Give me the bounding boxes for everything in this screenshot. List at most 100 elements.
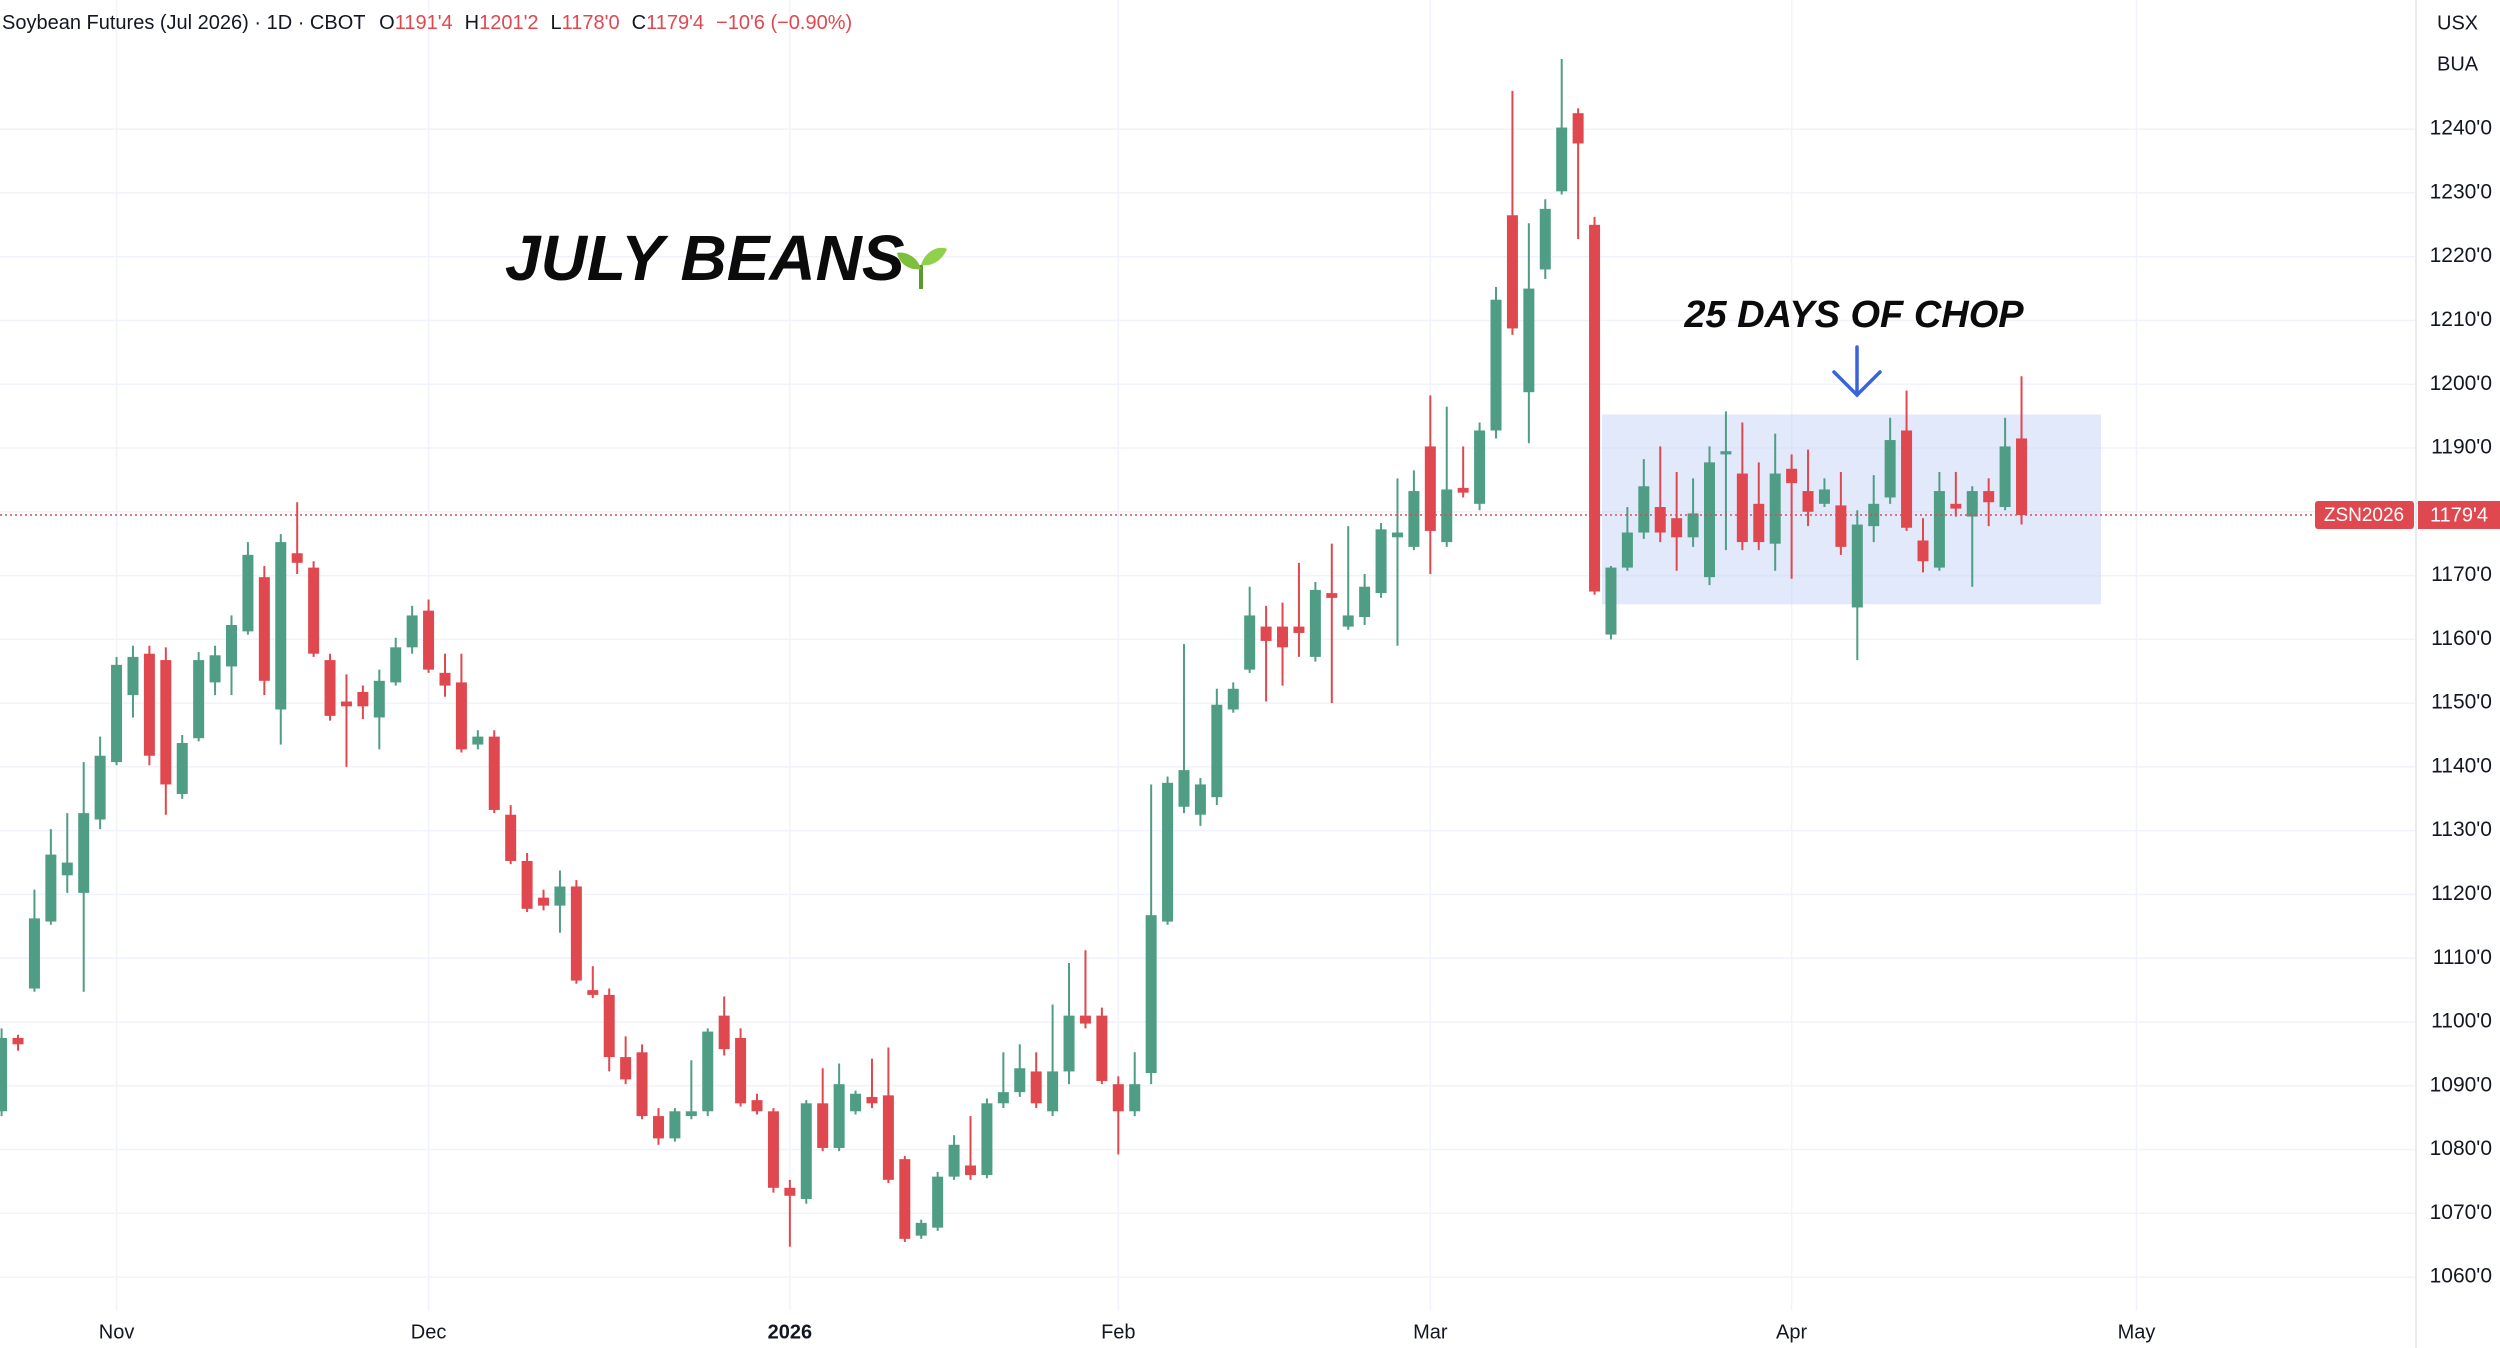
- candle-body: [767, 1111, 779, 1188]
- candle-body: [1211, 704, 1223, 798]
- candle-body: [1736, 473, 1748, 543]
- y-tick-label: 1110'0: [2433, 946, 2492, 969]
- price-tag-label: 1179'4: [2430, 504, 2488, 526]
- candle-body: [1112, 1084, 1124, 1112]
- unit-button[interactable]: USX: [2437, 12, 2478, 34]
- candle-body: [1260, 626, 1272, 641]
- candle-body: [160, 660, 172, 785]
- legend-key: O: [379, 12, 395, 34]
- y-tick-label: 1240'0: [2430, 117, 2492, 140]
- candle-body: [94, 755, 106, 820]
- candle-body: [1638, 486, 1650, 533]
- candle-body: [1917, 540, 1929, 562]
- candle-body: [1589, 224, 1601, 592]
- y-tick-label: 1190'0: [2431, 436, 2492, 459]
- candle-body: [1293, 626, 1305, 633]
- candle-body: [226, 625, 238, 667]
- x-tick-label: 2026: [768, 1321, 813, 1343]
- candle-body: [1868, 503, 1880, 527]
- candle-body: [800, 1103, 812, 1199]
- candle-body: [702, 1031, 714, 1112]
- candle-body: [1457, 487, 1469, 493]
- header-legend: Soybean Futures (Jul 2026) · 1D · CBOT O1…: [2, 12, 852, 34]
- candle-body: [1030, 1071, 1042, 1104]
- candle-body: [275, 542, 287, 710]
- x-tick-label: May: [2118, 1321, 2156, 1343]
- arrow: [1832, 345, 1882, 398]
- candle-body: [505, 814, 517, 861]
- y-tick-label: 1080'0: [2430, 1137, 2492, 1160]
- candle-body: [1326, 593, 1338, 598]
- candle-body: [620, 1057, 632, 1080]
- candle-body: [1933, 491, 1945, 568]
- candle-body: [603, 994, 615, 1058]
- candle-body: [0, 1037, 8, 1112]
- candle-body: [78, 813, 90, 893]
- x-tick-label: Nov: [99, 1321, 135, 1343]
- unit-button[interactable]: BUA: [2437, 53, 2479, 75]
- candle-body: [439, 672, 451, 686]
- legend-key: C: [632, 12, 646, 34]
- candle-body: [1490, 299, 1502, 431]
- candle-body: [669, 1111, 681, 1139]
- x-tick-label: Mar: [1413, 1321, 1448, 1343]
- candle-body: [570, 886, 582, 981]
- price-tag: [2418, 500, 2500, 529]
- candle-body: [652, 1116, 664, 1139]
- candle-body: [1605, 567, 1617, 635]
- candle-body: [1227, 688, 1239, 710]
- candle-body: [143, 653, 155, 756]
- candle-body: [685, 1111, 697, 1117]
- candle-body: [997, 1092, 1009, 1104]
- candle-body: [1539, 208, 1551, 270]
- candle-body: [1408, 491, 1420, 547]
- candle-body: [373, 680, 385, 718]
- candle-body: [1523, 288, 1535, 393]
- candle-body: [1375, 529, 1387, 594]
- candle-body: [1063, 1015, 1075, 1072]
- candle-body: [45, 854, 57, 922]
- candle-body: [1556, 127, 1568, 192]
- legend-value: 1201'2: [479, 12, 538, 34]
- candle-body: [1901, 430, 1913, 528]
- candle-body: [1835, 505, 1847, 547]
- candle-body: [1654, 507, 1666, 533]
- candle-body: [455, 682, 467, 750]
- annotation-title: JULY BEANS: [505, 222, 905, 294]
- candle-body: [1441, 489, 1453, 543]
- candle-body: [915, 1222, 927, 1236]
- candle-body: [587, 990, 599, 995]
- y-tick-label: 1130'0: [2431, 818, 2492, 841]
- x-tick-label: Feb: [1101, 1321, 1135, 1343]
- candle-body: [406, 615, 418, 648]
- candle-body: [1983, 491, 1995, 503]
- candle-body: [1014, 1068, 1026, 1093]
- candle-body: [1769, 473, 1781, 544]
- candle-body: [472, 736, 484, 745]
- candle-body: [340, 701, 352, 707]
- candle-body: [1474, 430, 1486, 504]
- candle-body: [193, 660, 205, 739]
- candle-body: [390, 647, 402, 683]
- legend-key: H: [465, 12, 479, 34]
- candle-body: [1129, 1084, 1141, 1112]
- annotation-chop: 25 DAYS OF CHOP: [1683, 294, 2024, 336]
- y-tick-label: 1210'0: [2430, 308, 2492, 331]
- candle-body: [12, 1037, 24, 1045]
- candle-body: [1687, 513, 1699, 538]
- x-tick-label: Apr: [1776, 1321, 1807, 1343]
- candle-body: [1194, 784, 1206, 815]
- candle-body: [948, 1144, 960, 1177]
- candle-body: [521, 860, 533, 909]
- candle-body: [1162, 782, 1174, 922]
- candle-body: [1671, 518, 1683, 538]
- candle-body: [242, 554, 254, 632]
- candle-body: [1178, 770, 1190, 807]
- candle-body: [1966, 491, 1978, 517]
- y-tick-label: 1220'0: [2430, 244, 2492, 267]
- y-tick-label: 1120'0: [2431, 882, 2492, 905]
- symbol-tag-label: ZSN2026: [2324, 505, 2404, 526]
